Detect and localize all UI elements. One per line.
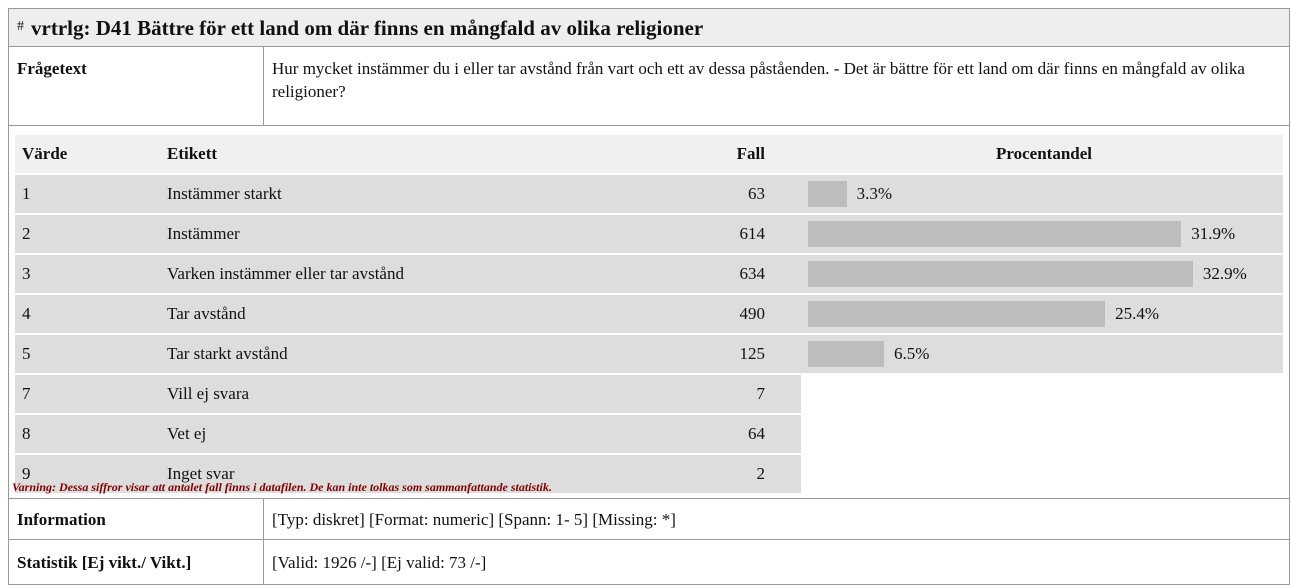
warning: Varning: Dessa siffror visar att antalet… [12, 480, 552, 494]
percent-label: 31.9% [1191, 224, 1236, 243]
percent-label: 3.3% [856, 184, 893, 203]
title: vrtrlg: D41 Bättre för ett land om där f… [31, 16, 704, 40]
label-cell: Vill ej svara [167, 384, 250, 403]
stats-text: [Valid: 1926 /-] [Ej valid: 73 /-] [272, 553, 487, 572]
value-cell: 4 [22, 304, 31, 323]
title-prefix: # [17, 19, 24, 34]
label-cell: Instämmer [167, 224, 240, 243]
cases-cell: 7 [756, 384, 766, 403]
cases-cell: 614 [739, 224, 766, 243]
info-text: [Typ: diskret] [Format: numeric] [Spann:… [272, 510, 676, 529]
label-cell: Tar starkt avstånd [167, 344, 288, 363]
stats-label: Statistik [Ej vikt./ Vikt.] [17, 553, 192, 572]
info-text-cell: [Typ: diskret] [Format: numeric] [Spann:… [263, 498, 1290, 540]
column-header: Procentandel [995, 144, 1092, 163]
column-header: Etikett [167, 144, 218, 163]
percent-label: 25.4% [1115, 304, 1160, 323]
label-cell: Instämmer starkt [167, 184, 282, 203]
cases-cell: 64 [748, 424, 765, 443]
value-cell: 1 [22, 184, 31, 203]
info-label-cell: Information [8, 498, 264, 540]
cases-cell: 125 [739, 344, 766, 363]
label-cell: Inget svar [167, 464, 235, 483]
row-bg [15, 175, 1283, 213]
value-cell: 3 [22, 264, 31, 283]
value-cell: 9 [22, 464, 31, 483]
percent-bar [808, 341, 885, 367]
percent-label: 32.9% [1202, 264, 1247, 283]
value-cell: 8 [22, 424, 31, 443]
label-cell: Varken instämmer eller tar avstånd [167, 264, 404, 283]
info-label: Information [17, 510, 106, 529]
column-header: Värde [22, 144, 68, 163]
row-bg [15, 455, 801, 493]
stats-text-cell: [Valid: 1926 /-] [Ej valid: 73 /-] [263, 539, 1290, 585]
title-row: # vrtrlg: D41 Bättre för ett land om där… [8, 8, 1290, 47]
row-bg [15, 415, 801, 453]
value-cell: 7 [22, 384, 31, 403]
percent-bar [808, 181, 847, 207]
cases-cell: 63 [748, 184, 765, 203]
cases-cell: 490 [739, 304, 766, 323]
cases-cell: 634 [739, 264, 766, 283]
row-bg [15, 375, 801, 413]
percent-bar [808, 261, 1193, 287]
stats-label-cell: Statistik [Ej vikt./ Vikt.] [8, 539, 264, 585]
value-cell: 5 [22, 344, 31, 363]
cases-cell: 2 [756, 464, 766, 483]
header-bg [15, 135, 1283, 173]
question-label-cell: Frågetext [8, 46, 264, 126]
question-text: Hur mycket instämmer du i eller tar avst… [272, 59, 1245, 101]
label-cell: Vet ej [167, 424, 207, 443]
question-text-cell: Hur mycket instämmer du i eller tar avst… [263, 46, 1290, 126]
label-cell: Tar avstånd [167, 304, 246, 323]
row-bg [15, 335, 1283, 373]
percent-bar [808, 301, 1106, 327]
percent-bar [808, 221, 1182, 247]
column-header: Fall [736, 144, 765, 163]
value-cell: 2 [22, 224, 31, 243]
frequency-table: Värde Etikett Fall Procentandel 1 Instämmer s… [15, 135, 1283, 493]
percent-label: 6.5% [894, 344, 930, 363]
question-label: Frågetext [17, 59, 87, 78]
